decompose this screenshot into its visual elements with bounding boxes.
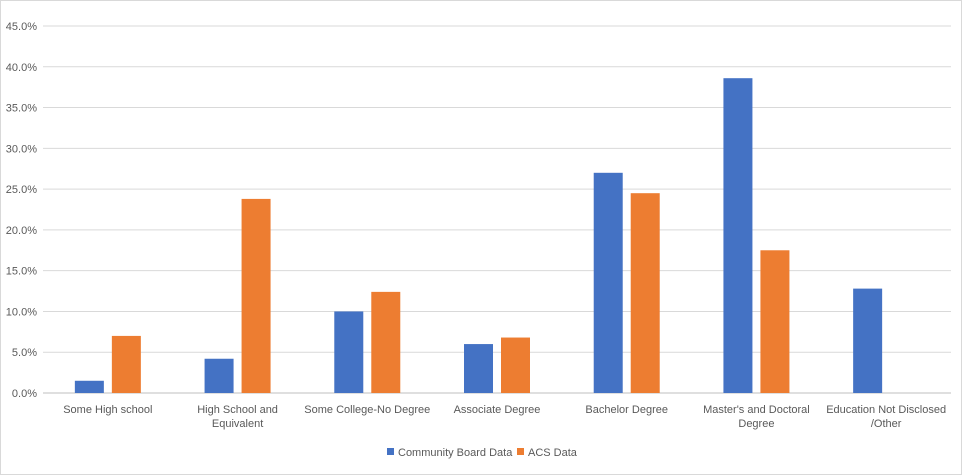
legend-label: Community Board Data <box>398 447 513 459</box>
bar-acs <box>760 250 790 393</box>
y-tick-label: 25.0% <box>6 184 37 196</box>
legend: Community Board Data ACS Data <box>387 447 578 459</box>
y-tick-label: 5.0% <box>12 347 37 359</box>
bar-community-board <box>464 344 493 393</box>
x-category-label-line: High School and <box>197 404 278 416</box>
bar-community-board <box>593 172 623 393</box>
bar-acs <box>371 291 401 393</box>
y-axis-ticks: 0.0% 5.0% 10.0% 15.0% 20.0% 25.0% 30.0% 35.0% 40… <box>6 21 37 400</box>
x-axis-categories: Some High school High School and Equivalen… <box>63 404 946 430</box>
x-category-label-line: Degree <box>738 418 774 430</box>
x-category-label-line: Education Not Disclosed <box>826 404 946 416</box>
y-tick-label: 0.0% <box>12 388 37 400</box>
x-category-label-line: Master's and Doctoral <box>703 404 810 416</box>
x-category-label: Education Not Disclosed/Other <box>826 404 946 430</box>
bars <box>74 78 883 393</box>
x-category-label-line: Some High school <box>63 404 152 416</box>
bar-community-board <box>74 380 104 393</box>
x-category-label-line: Some College-No Degree <box>304 404 430 416</box>
bar-community-board <box>204 358 234 393</box>
legend-swatch <box>517 448 524 455</box>
x-category-label: Associate Degree <box>454 404 541 416</box>
x-category-label: Master's and Doctoral Degree <box>703 404 810 430</box>
legend-swatch <box>387 448 394 455</box>
bar-acs <box>630 193 660 393</box>
bar-acs <box>501 337 530 393</box>
x-category-label-line: Equivalent <box>212 418 263 430</box>
x-category-label-line: /Other <box>871 418 902 430</box>
legend-label: ACS Data <box>528 447 578 459</box>
x-category-label: Bachelor Degree <box>585 404 668 416</box>
bar-acs <box>241 198 271 393</box>
y-tick-label: 15.0% <box>6 266 37 278</box>
y-tick-label: 45.0% <box>6 21 37 33</box>
y-tick-label: 10.0% <box>6 306 37 318</box>
bar-community-board <box>723 78 753 393</box>
y-tick-label: 40.0% <box>6 62 37 74</box>
x-category-label: Some High school <box>63 404 152 416</box>
x-category-label: High School and Equivalent <box>197 404 278 430</box>
bar-community-board <box>334 311 364 393</box>
y-tick-label: 20.0% <box>6 225 37 237</box>
bar-community-board <box>853 288 883 393</box>
gridlines <box>43 25 951 394</box>
y-tick-label: 35.0% <box>6 103 37 115</box>
x-category-label-line: Bachelor Degree <box>585 404 668 416</box>
x-category-label-line: Associate Degree <box>454 404 541 416</box>
x-category-label: Some College-No Degree <box>304 404 430 416</box>
bar-acs <box>111 335 141 393</box>
y-tick-label: 30.0% <box>6 143 37 155</box>
